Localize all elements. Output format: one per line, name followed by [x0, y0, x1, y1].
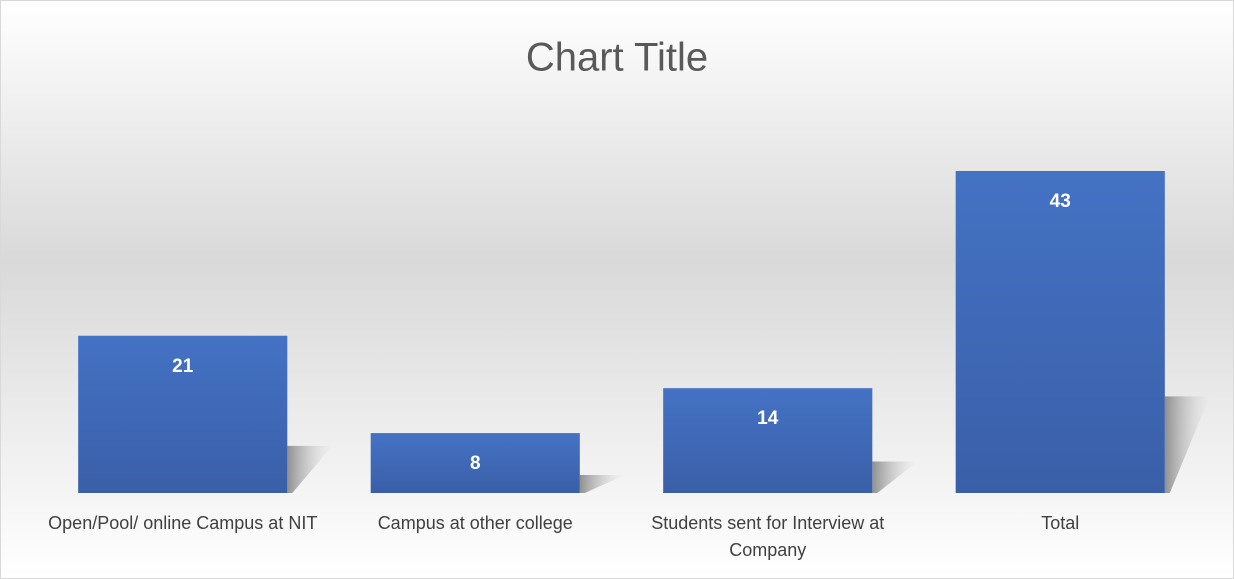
bar: [663, 388, 873, 493]
x-tick-label: Total: [1041, 513, 1080, 533]
data-label: 43: [1050, 191, 1071, 212]
data-label: 8: [470, 453, 481, 474]
x-tick-label: Students sent for Interview at Company: [651, 513, 885, 560]
data-label: 21: [172, 356, 194, 377]
chart-title: Chart Title: [526, 36, 708, 80]
bar-shadow: [1164, 396, 1210, 493]
bar: [370, 433, 580, 493]
x-tick-label: Campus at other college: [377, 513, 573, 533]
bar: [78, 335, 288, 493]
bar-shadow: [287, 445, 333, 493]
bar: [955, 171, 1165, 493]
bar-shadow: [872, 461, 918, 493]
data-label: 14: [757, 408, 779, 429]
bar-shadow: [579, 475, 625, 493]
x-tick-label: Open/Pool/ online Campus at NIT: [48, 513, 318, 533]
